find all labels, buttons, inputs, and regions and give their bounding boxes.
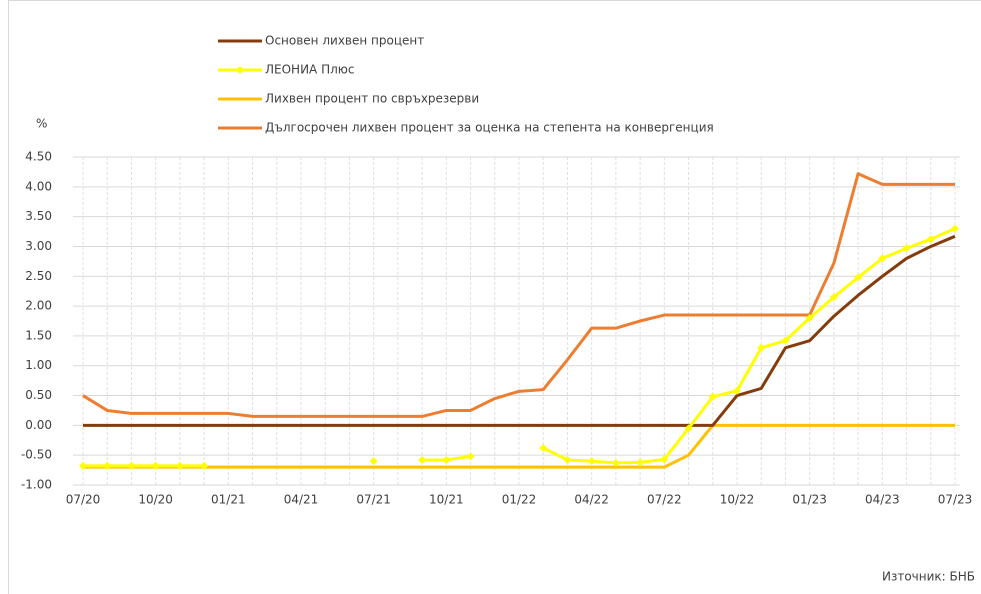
series-marker [442,455,451,464]
y-tick-label: 4.00 [25,179,52,193]
x-tick-label: 10/20 [138,493,173,507]
series-marker [539,444,548,453]
series-marker [103,461,112,470]
y-tick-label: 2.00 [25,299,52,313]
x-tick-label: 04/21 [284,493,319,507]
x-tick-label: 07/23 [938,493,973,507]
legend-label: Основен лихвен процент [265,34,424,48]
legend-label: Дългосрочен лихвен процент за оценка на … [265,121,714,135]
y-tick-label: 0.50 [25,388,52,402]
x-tick-label: 07/22 [647,493,682,507]
series-marker [951,224,959,233]
series-marker [805,314,814,323]
y-tick-label: -1.00 [21,478,52,492]
series-marker [175,461,184,470]
series-marker [854,273,863,282]
series-marker [636,458,645,467]
series-marker [418,455,427,464]
x-tick-label: 04/23 [865,493,900,507]
series-marker [757,343,766,352]
x-tick-label: 07/20 [66,493,101,507]
series-marker [829,293,838,302]
legend-label: ЛЕОНИА Плюс [265,63,354,77]
series-marker [926,235,935,244]
x-tick-label: 04/22 [574,493,609,507]
source-note: Източник: БНБ [882,570,975,584]
x-tick-label: 01/23 [792,493,827,507]
y-axis-label: % [36,117,47,131]
series-line [83,423,955,469]
x-tick-label: 01/21 [211,493,246,507]
series-marker [902,244,911,253]
y-tick-label: -0.50 [21,448,52,462]
x-tick-label: 07/21 [356,493,391,507]
y-tick-label: 0.00 [25,418,52,432]
series-marker [79,461,87,470]
series-marker [563,455,572,464]
series-marker [878,254,887,263]
legend-label: Лихвен процент по свръхрезерви [265,92,479,106]
series-marker [369,457,378,466]
y-tick-label: 4.50 [25,150,52,164]
series-marker [611,458,620,467]
series-marker [200,461,209,470]
series-marker [684,424,693,433]
x-tick-label: 10/22 [720,493,755,507]
series-marker [587,457,596,466]
series-marker [660,455,669,464]
legend-marker [236,66,244,74]
series-marker [781,336,790,345]
series-marker [708,392,717,401]
y-tick-label: 3.50 [25,209,52,223]
x-tick-label: 01/22 [502,493,537,507]
y-tick-label: 1.00 [25,358,52,372]
series-line [83,234,956,427]
series-marker [127,461,136,470]
series-marker [466,452,475,461]
y-tick-label: 3.00 [25,239,52,253]
series-marker [151,461,160,470]
series-marker [733,386,741,395]
y-tick-label: 1.50 [25,328,52,342]
x-tick-label: 10/21 [429,493,464,507]
y-tick-label: 2.50 [25,269,52,283]
